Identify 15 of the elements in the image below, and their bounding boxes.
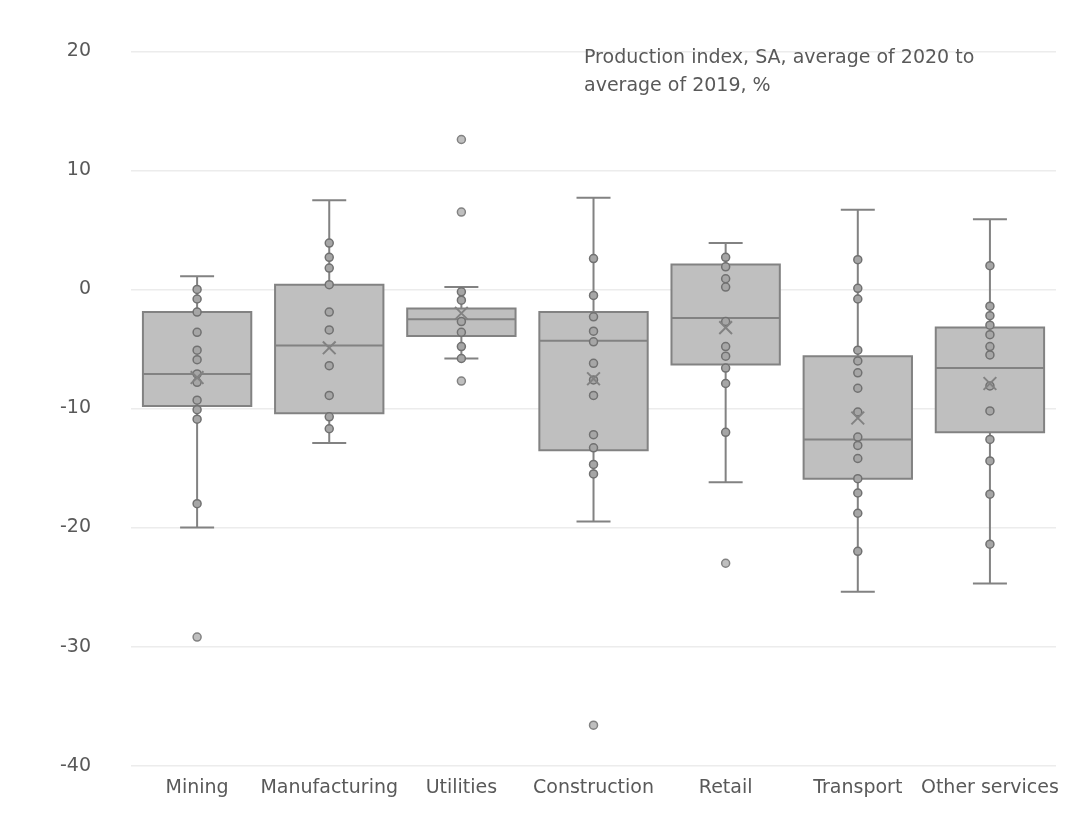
x-tick-label: Other services <box>920 774 1059 797</box>
y-tick-label: 20 <box>66 38 92 61</box>
x-tick-label: Retail <box>698 774 753 797</box>
y-tick-label: -40 <box>59 752 92 775</box>
x-tick-label: Mining <box>165 774 229 797</box>
x-tick-label: Manufacturing <box>260 774 399 797</box>
x-tick-label: Construction <box>533 774 655 797</box>
y-tick-label: -20 <box>59 514 92 537</box>
y-tick-label: -30 <box>59 633 92 656</box>
x-tick-label: Transport <box>812 774 903 797</box>
y-tick-label: 10 <box>66 157 92 180</box>
x-tick-label: Utilities <box>425 774 498 797</box>
annotation: Production index, SA, average of 2020 to average of 2019, % <box>584 44 976 97</box>
y-tick-label: 0 <box>78 276 92 299</box>
y-tick-label: -10 <box>59 395 92 418</box>
